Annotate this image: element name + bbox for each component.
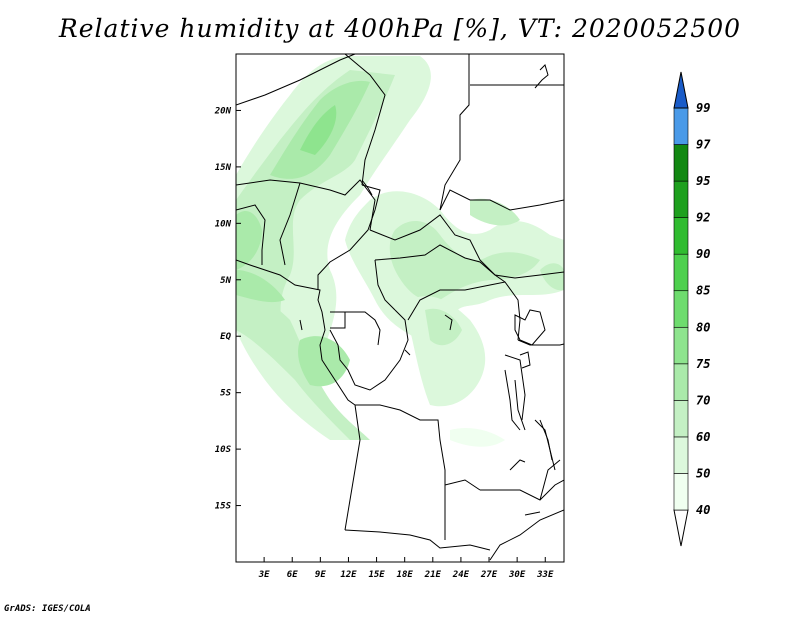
colorbar-level-label: 97 <box>696 138 711 152</box>
lat-tick-label: 5S <box>220 389 231 399</box>
colorbar-level-label: 70 <box>696 393 710 407</box>
colorbar-swatch <box>673 473 689 511</box>
colorbar-swatch <box>673 180 689 218</box>
lon-tick-label: 27E <box>480 570 498 580</box>
colorbar-swatch <box>673 436 689 474</box>
lat-tick-label: 20N <box>214 106 232 116</box>
humidity-shading <box>236 56 564 447</box>
colorbar-swatch <box>673 217 689 255</box>
country-borders <box>236 54 564 561</box>
colorbar-level-label: 50 <box>696 466 710 480</box>
colorbar-swatch <box>673 400 689 438</box>
colorbar-swatch <box>673 363 689 401</box>
lon-tick-label: 18E <box>397 570 414 580</box>
colorbar-swatch <box>673 326 689 365</box>
lon-tick-label: 6E <box>287 570 298 580</box>
latitude-axis: 20N 15N 10N 5N EQ 5S 10S 15S <box>214 106 241 512</box>
lat-tick-label: 15N <box>215 163 232 173</box>
map-title: Relative humidity at 400hPa [%], VT: 202… <box>58 14 742 43</box>
colorbar-swatch <box>673 144 689 182</box>
colorbar-level-label: 40 <box>696 503 710 517</box>
lon-tick-label: 15E <box>368 570 385 580</box>
colorbar-level-label: 80 <box>696 320 710 334</box>
lat-tick-label: 15S <box>215 502 232 512</box>
grads-credit: GrADS: IGES/COLA <box>4 604 91 614</box>
colorbar-lower-triangle <box>673 509 689 547</box>
colorbar-level-label: 75 <box>696 357 710 371</box>
lon-tick-label: 12E <box>340 570 357 580</box>
colorbar: 40 50 60 70 75 80 85 90 92 95 97 99 <box>673 71 711 547</box>
colorbar-swatch <box>673 290 689 328</box>
lon-tick-label: 24E <box>452 570 470 580</box>
lat-tick-label: EQ <box>220 332 231 342</box>
lon-tick-label: 33E <box>536 570 554 580</box>
colorbar-level-label: 85 <box>696 284 710 298</box>
lat-tick-label: 10S <box>215 445 232 455</box>
colorbar-level-label: 60 <box>696 430 710 444</box>
lon-tick-label: 9E <box>315 570 326 580</box>
map-frame <box>235 53 565 563</box>
lat-tick-label: 5N <box>220 276 231 286</box>
lon-tick-label: 3E <box>258 570 270 580</box>
colorbar-level-label: 90 <box>696 247 710 261</box>
lon-tick-label: 21E <box>424 570 442 580</box>
longitude-axis: 3E 6E 9E 12E 15E 18E 21E 24E 27E 30E 33E <box>258 557 554 580</box>
colorbar-level-label: 99 <box>696 101 710 115</box>
coastlines <box>236 64 553 516</box>
colorbar-level-label: 95 <box>696 174 710 188</box>
colorbar-swatch <box>673 253 689 292</box>
colorbar-level-label: 92 <box>696 211 710 225</box>
colorbar-upper-triangle <box>673 71 689 109</box>
lat-tick-label: 10N <box>215 219 232 229</box>
colorbar-swatch <box>673 107 689 145</box>
lon-tick-label: 30E <box>508 570 526 580</box>
